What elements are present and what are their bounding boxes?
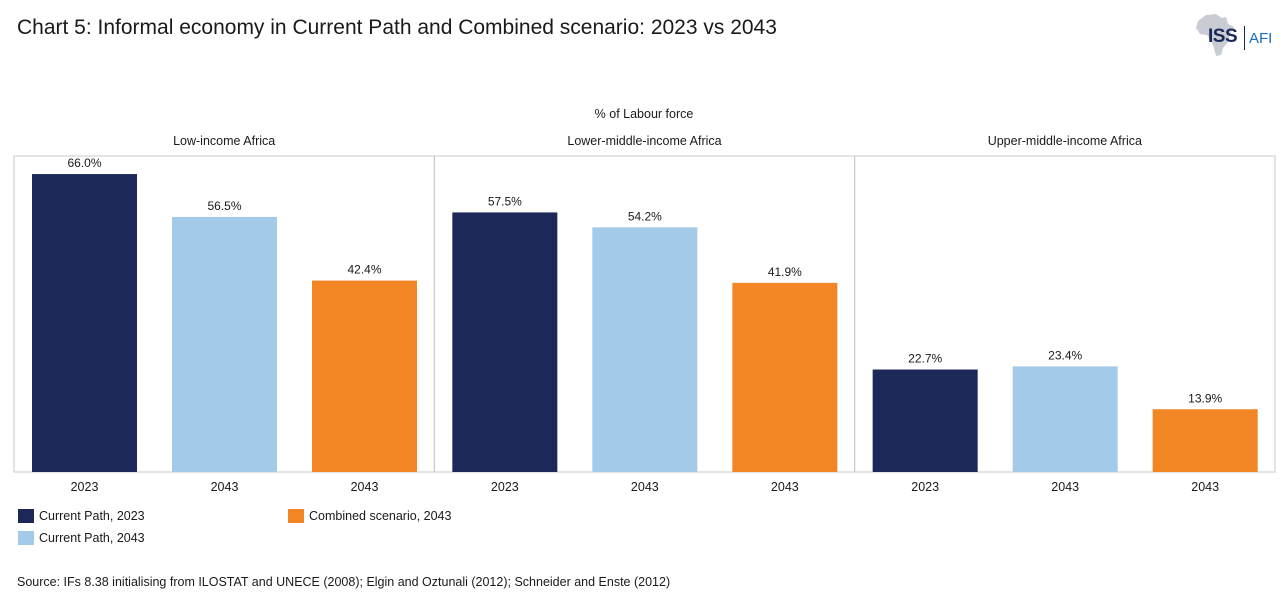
- logo-afi-text: AFI: [1249, 30, 1273, 47]
- legend-label-current-path-2043: Current Path, 2043: [39, 531, 145, 545]
- source-note: Source: IFs 8.38 initialising from ILOST…: [17, 575, 671, 589]
- data-label-lower-middle-income-africa-combined-scenario-2043: 41.9%: [768, 265, 802, 279]
- legend-swatch-combined-2043: [288, 509, 304, 523]
- legend-item-current-path-2043: Current Path, 2043: [18, 531, 145, 545]
- x-tick-low-income-africa-1: 2043: [211, 480, 239, 494]
- x-tick-lower-middle-income-africa-0: 2023: [491, 480, 519, 494]
- legend-item-current-path-2023: Current Path, 2023: [18, 509, 145, 523]
- data-label-low-income-africa-current-path-2043: 56.5%: [207, 199, 241, 213]
- bar-low-income-africa-current-path-2023: [32, 174, 137, 473]
- bar-lower-middle-income-africa-combined-scenario-2043: [732, 282, 838, 472]
- legend-label-combined-2043: Combined scenario, 2043: [309, 509, 452, 523]
- panel-title-low-income-africa: Low-income Africa: [173, 134, 275, 148]
- data-label-lower-middle-income-africa-current-path-2023: 57.5%: [488, 194, 522, 208]
- chart-title: Chart 5: Informal economy in Current Pat…: [17, 16, 777, 39]
- africa-map-icon: [1196, 14, 1234, 56]
- bar-upper-middle-income-africa-current-path-2043: [1012, 366, 1118, 472]
- bar-upper-middle-income-africa-current-path-2023: [872, 369, 978, 472]
- legend-swatch-current-path-2043: [18, 531, 34, 545]
- data-label-lower-middle-income-africa-current-path-2043: 54.2%: [628, 209, 662, 223]
- legend-item-combined-2043: Combined scenario, 2043: [288, 509, 451, 523]
- data-label-upper-middle-income-africa-current-path-2043: 23.4%: [1048, 348, 1082, 362]
- chart-panels: Low-income Africa 66.0% 2023 56.5% 2043 42.4%…: [13, 134, 1276, 494]
- logo-iss-text: ISS: [1208, 26, 1238, 47]
- legend-label-current-path-2023: Current Path, 2023: [39, 509, 145, 523]
- legend-swatch-current-path-2023: [18, 509, 34, 523]
- data-label-upper-middle-income-africa-combined-scenario-2043: 13.9%: [1188, 391, 1222, 405]
- data-label-upper-middle-income-africa-current-path-2023: 22.7%: [908, 352, 942, 366]
- iss-afi-logo: ISS AFI: [1192, 12, 1276, 58]
- unit-label: % of Labour force: [595, 107, 694, 121]
- bar-low-income-africa-current-path-2043: [172, 216, 277, 472]
- panel-title-lower-middle-income-africa: Lower-middle-income Africa: [567, 134, 721, 148]
- data-label-low-income-africa-current-path-2023: 66.0%: [67, 156, 101, 170]
- x-tick-upper-middle-income-africa-2: 2043: [1191, 480, 1219, 494]
- bar-lower-middle-income-africa-current-path-2043: [592, 227, 698, 472]
- x-tick-low-income-africa-2: 2043: [351, 480, 379, 494]
- bar-lower-middle-income-africa-current-path-2023: [452, 212, 558, 472]
- x-tick-lower-middle-income-africa-1: 2043: [631, 480, 659, 494]
- data-label-low-income-africa-combined-scenario-2043: 42.4%: [347, 263, 381, 277]
- bar-low-income-africa-combined-scenario-2043: [312, 280, 417, 472]
- panel-title-upper-middle-income-africa: Upper-middle-income Africa: [988, 134, 1142, 148]
- x-tick-upper-middle-income-africa-1: 2043: [1051, 480, 1079, 494]
- x-tick-low-income-africa-0: 2023: [71, 480, 99, 494]
- logo-divider: [1244, 26, 1245, 50]
- bar-chart: % of Labour force Low-income Africa 66.0%…: [13, 107, 1276, 494]
- x-tick-upper-middle-income-africa-0: 2023: [911, 480, 939, 494]
- x-tick-lower-middle-income-africa-2: 2043: [771, 480, 799, 494]
- bar-upper-middle-income-africa-combined-scenario-2043: [1152, 409, 1258, 472]
